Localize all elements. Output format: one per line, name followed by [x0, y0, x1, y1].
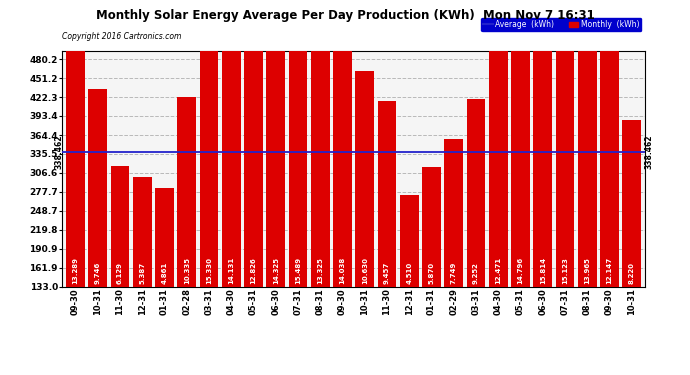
Bar: [578, 3, 597, 287]
Bar: [88, 88, 107, 287]
Text: 15.330: 15.330: [206, 256, 212, 284]
Bar: [555, 0, 575, 287]
Text: Copyright 2016 Cartronics.com: Copyright 2016 Cartronics.com: [62, 32, 181, 41]
Text: 12.147: 12.147: [607, 256, 613, 284]
Bar: [221, 9, 241, 287]
Text: 338.462: 338.462: [55, 135, 63, 169]
Text: 338.462: 338.462: [644, 135, 653, 169]
Bar: [377, 101, 397, 287]
Bar: [266, 5, 285, 287]
Text: 4.510: 4.510: [406, 261, 412, 284]
Text: 14.131: 14.131: [228, 256, 234, 284]
Bar: [66, 25, 85, 287]
Text: 5.387: 5.387: [139, 261, 145, 284]
Text: 15.489: 15.489: [295, 256, 301, 284]
Text: Monthly Solar Energy Average Per Day Production (KWh)  Mon Nov 7 16:31: Monthly Solar Energy Average Per Day Pro…: [96, 9, 594, 22]
Bar: [533, 0, 552, 287]
Bar: [155, 188, 174, 287]
Text: 12.471: 12.471: [495, 256, 501, 284]
Text: 9.457: 9.457: [384, 261, 390, 284]
Bar: [177, 97, 196, 287]
Text: 13.289: 13.289: [72, 256, 79, 284]
Bar: [244, 26, 263, 287]
Text: 13.965: 13.965: [584, 257, 590, 284]
Bar: [444, 140, 463, 287]
Bar: [466, 99, 486, 287]
Text: 13.325: 13.325: [317, 257, 323, 284]
Bar: [310, 16, 330, 287]
Text: 14.325: 14.325: [273, 256, 279, 284]
Bar: [132, 177, 152, 287]
Text: 12.826: 12.826: [250, 257, 257, 284]
Text: 14.038: 14.038: [339, 256, 346, 284]
Bar: [622, 120, 641, 287]
Bar: [355, 70, 374, 287]
Text: 7.749: 7.749: [451, 261, 457, 284]
Bar: [600, 48, 619, 287]
Text: 9.252: 9.252: [473, 262, 479, 284]
Text: 14.796: 14.796: [518, 256, 524, 284]
Bar: [110, 166, 130, 287]
Text: 6.129: 6.129: [117, 262, 123, 284]
Text: 10.630: 10.630: [362, 256, 368, 284]
Text: 10.335: 10.335: [184, 256, 190, 284]
Text: 5.870: 5.870: [428, 261, 435, 284]
Bar: [400, 195, 419, 287]
Text: 8.220: 8.220: [629, 262, 635, 284]
Legend: Average  (kWh), Monthly  (kWh): Average (kWh), Monthly (kWh): [481, 18, 641, 32]
Text: 9.746: 9.746: [95, 261, 101, 284]
Bar: [333, 10, 352, 287]
Bar: [489, 41, 508, 287]
Bar: [422, 168, 441, 287]
Bar: [511, 0, 530, 287]
Text: 15.814: 15.814: [540, 256, 546, 284]
Bar: [288, 0, 308, 287]
Text: 15.123: 15.123: [562, 257, 568, 284]
Text: 4.861: 4.861: [161, 261, 168, 284]
Bar: [199, 0, 219, 287]
